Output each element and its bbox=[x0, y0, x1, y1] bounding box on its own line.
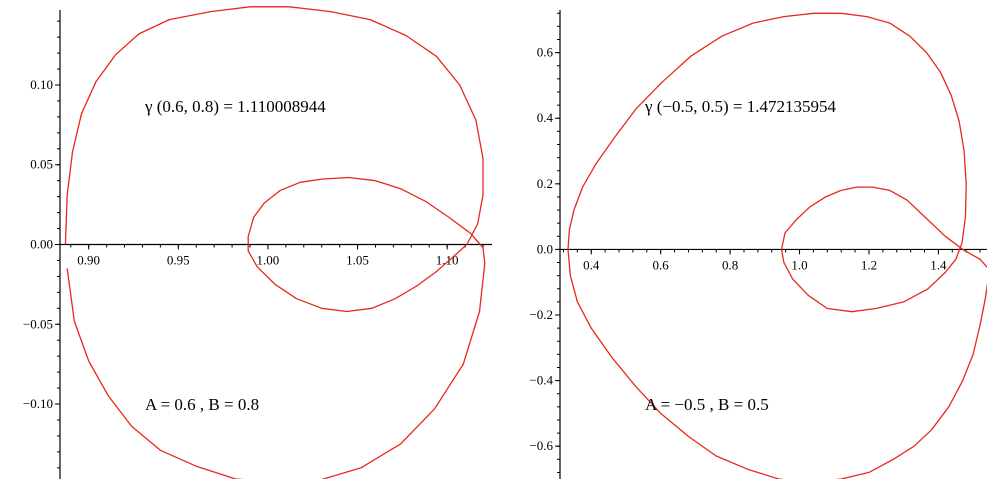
right-y-tick-label: 0.4 bbox=[537, 110, 554, 125]
left-x-tick-label: 1.00 bbox=[257, 253, 280, 268]
left-y-tick-label: 0.05 bbox=[30, 157, 53, 172]
right-curve-segment-1 bbox=[567, 249, 987, 479]
left-x-tick-label: 0.95 bbox=[167, 253, 190, 268]
right-y-tick-label: 0.0 bbox=[537, 241, 553, 256]
left-y-tick-label: 0.00 bbox=[30, 237, 53, 252]
right-x-tick-label: 0.8 bbox=[722, 257, 738, 272]
left-y-tick-label: −0.05 bbox=[23, 316, 53, 331]
right-x-tick-label: 1.0 bbox=[791, 257, 807, 272]
left-y-tick-label: 0.10 bbox=[30, 77, 53, 92]
left-plot-panel: 0.100.050.00−0.05−0.100.90 0.95 1.00 1.05 1.… bbox=[23, 6, 492, 479]
right-y-tick-label: −0.4 bbox=[529, 373, 553, 388]
left-curve-segment-0 bbox=[64, 6, 486, 479]
left-y-tick-label: −0.10 bbox=[23, 396, 53, 411]
left-params-annotation: A = 0.6 , B = 0.8 bbox=[145, 395, 259, 414]
right-x-tick-label: 0.6 bbox=[653, 257, 670, 272]
left-x-tick-label: 1.05 bbox=[346, 253, 369, 268]
right-plot-panel: 0.6 0.4 0.2 0.0 −0.2 −0.4 −0.6 0.4 0.6 0.8 1.0 1.2 1… bbox=[529, 10, 987, 479]
right-x-tick-label: 1.4 bbox=[930, 257, 947, 272]
right-y-tick-label: −0.2 bbox=[529, 307, 553, 322]
right-y-tick-label: 0.2 bbox=[537, 176, 553, 191]
right-gamma-annotation: γ (−0.5, 0.5) = 1.472135954 bbox=[644, 97, 837, 116]
right-params-annotation: A = −0.5 , B = 0.5 bbox=[645, 395, 769, 414]
right-y-tick-label: 0.6 bbox=[537, 45, 554, 60]
right-y-tick-label: −0.6 bbox=[529, 438, 553, 453]
right-x-tick-label: 1.2 bbox=[861, 257, 877, 272]
right-x-tick-label: 0.4 bbox=[583, 257, 600, 272]
left-x-tick-label: 0.90 bbox=[77, 253, 100, 268]
left-gamma-annotation: γ (0.6, 0.8) = 1.110008944 bbox=[144, 97, 326, 116]
right-curve-segment-0 bbox=[567, 12, 987, 313]
